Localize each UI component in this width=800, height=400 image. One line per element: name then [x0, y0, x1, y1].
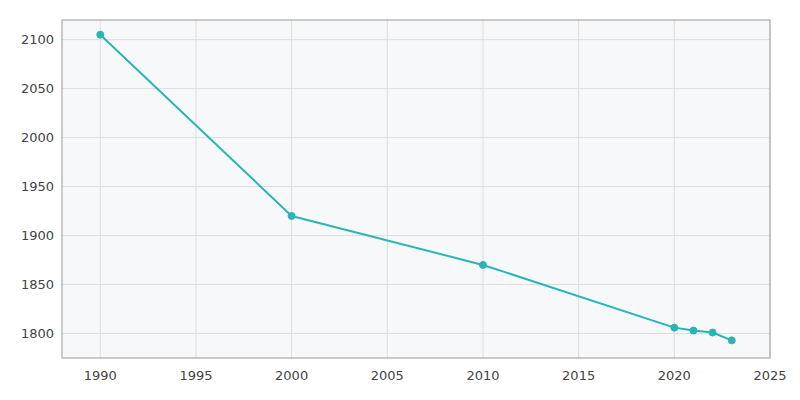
x-tick-label: 2020 [658, 368, 691, 383]
x-tick-label: 2010 [466, 368, 499, 383]
y-grid-line [62, 186, 770, 187]
plot-frame [62, 20, 770, 358]
x-tick-label: 2005 [371, 368, 404, 383]
y-tick-label: 2000 [21, 130, 54, 145]
x-grid-line [578, 20, 579, 358]
page: {"chart_data": {"type": "line", "x": [19… [0, 0, 800, 400]
point [709, 329, 716, 336]
x-grid-line [674, 20, 675, 358]
point [288, 212, 295, 219]
x-tick-label: 2015 [562, 368, 595, 383]
chart-container: 1990 1995 2000 2005 2010 2015 2020 2025 1800 1850… [0, 0, 800, 400]
x-grid-line [291, 20, 292, 358]
x-tick-label: 1995 [179, 368, 212, 383]
line [100, 35, 731, 341]
y-tick-label: 2100 [21, 32, 54, 47]
x-grid-line [195, 20, 196, 358]
point [728, 337, 735, 344]
y-grid-line [62, 88, 770, 89]
axis-labels: 1990 1995 2000 2005 2010 2015 2020 2025 1800 1850… [21, 32, 787, 383]
y-grid-line [62, 137, 770, 138]
x-grid-line [387, 20, 388, 358]
x-grid-line [100, 20, 101, 358]
x-tick-label: 1990 [84, 368, 117, 383]
point [671, 324, 678, 331]
y-tick-label: 2050 [21, 81, 54, 96]
y-grid-line [62, 39, 770, 40]
y-tick-label: 1800 [21, 326, 54, 341]
y-tick-label: 1850 [21, 277, 54, 292]
y-tick-label: 1900 [21, 228, 54, 243]
y-grid-line [62, 284, 770, 285]
point [97, 31, 104, 38]
x-tick-label: 2000 [275, 368, 308, 383]
point [479, 261, 486, 268]
x-grid-line [482, 20, 483, 358]
grid [62, 20, 770, 358]
y-tick-label: 1950 [21, 179, 54, 194]
chart-svg: 1990 1995 2000 2005 2010 2015 2020 2025 1800 1850… [0, 0, 800, 400]
plot-background [62, 20, 770, 358]
series [97, 31, 735, 344]
y-grid-line [62, 235, 770, 236]
y-grid-line [62, 333, 770, 334]
x-tick-label: 2025 [753, 368, 786, 383]
point [690, 327, 697, 334]
